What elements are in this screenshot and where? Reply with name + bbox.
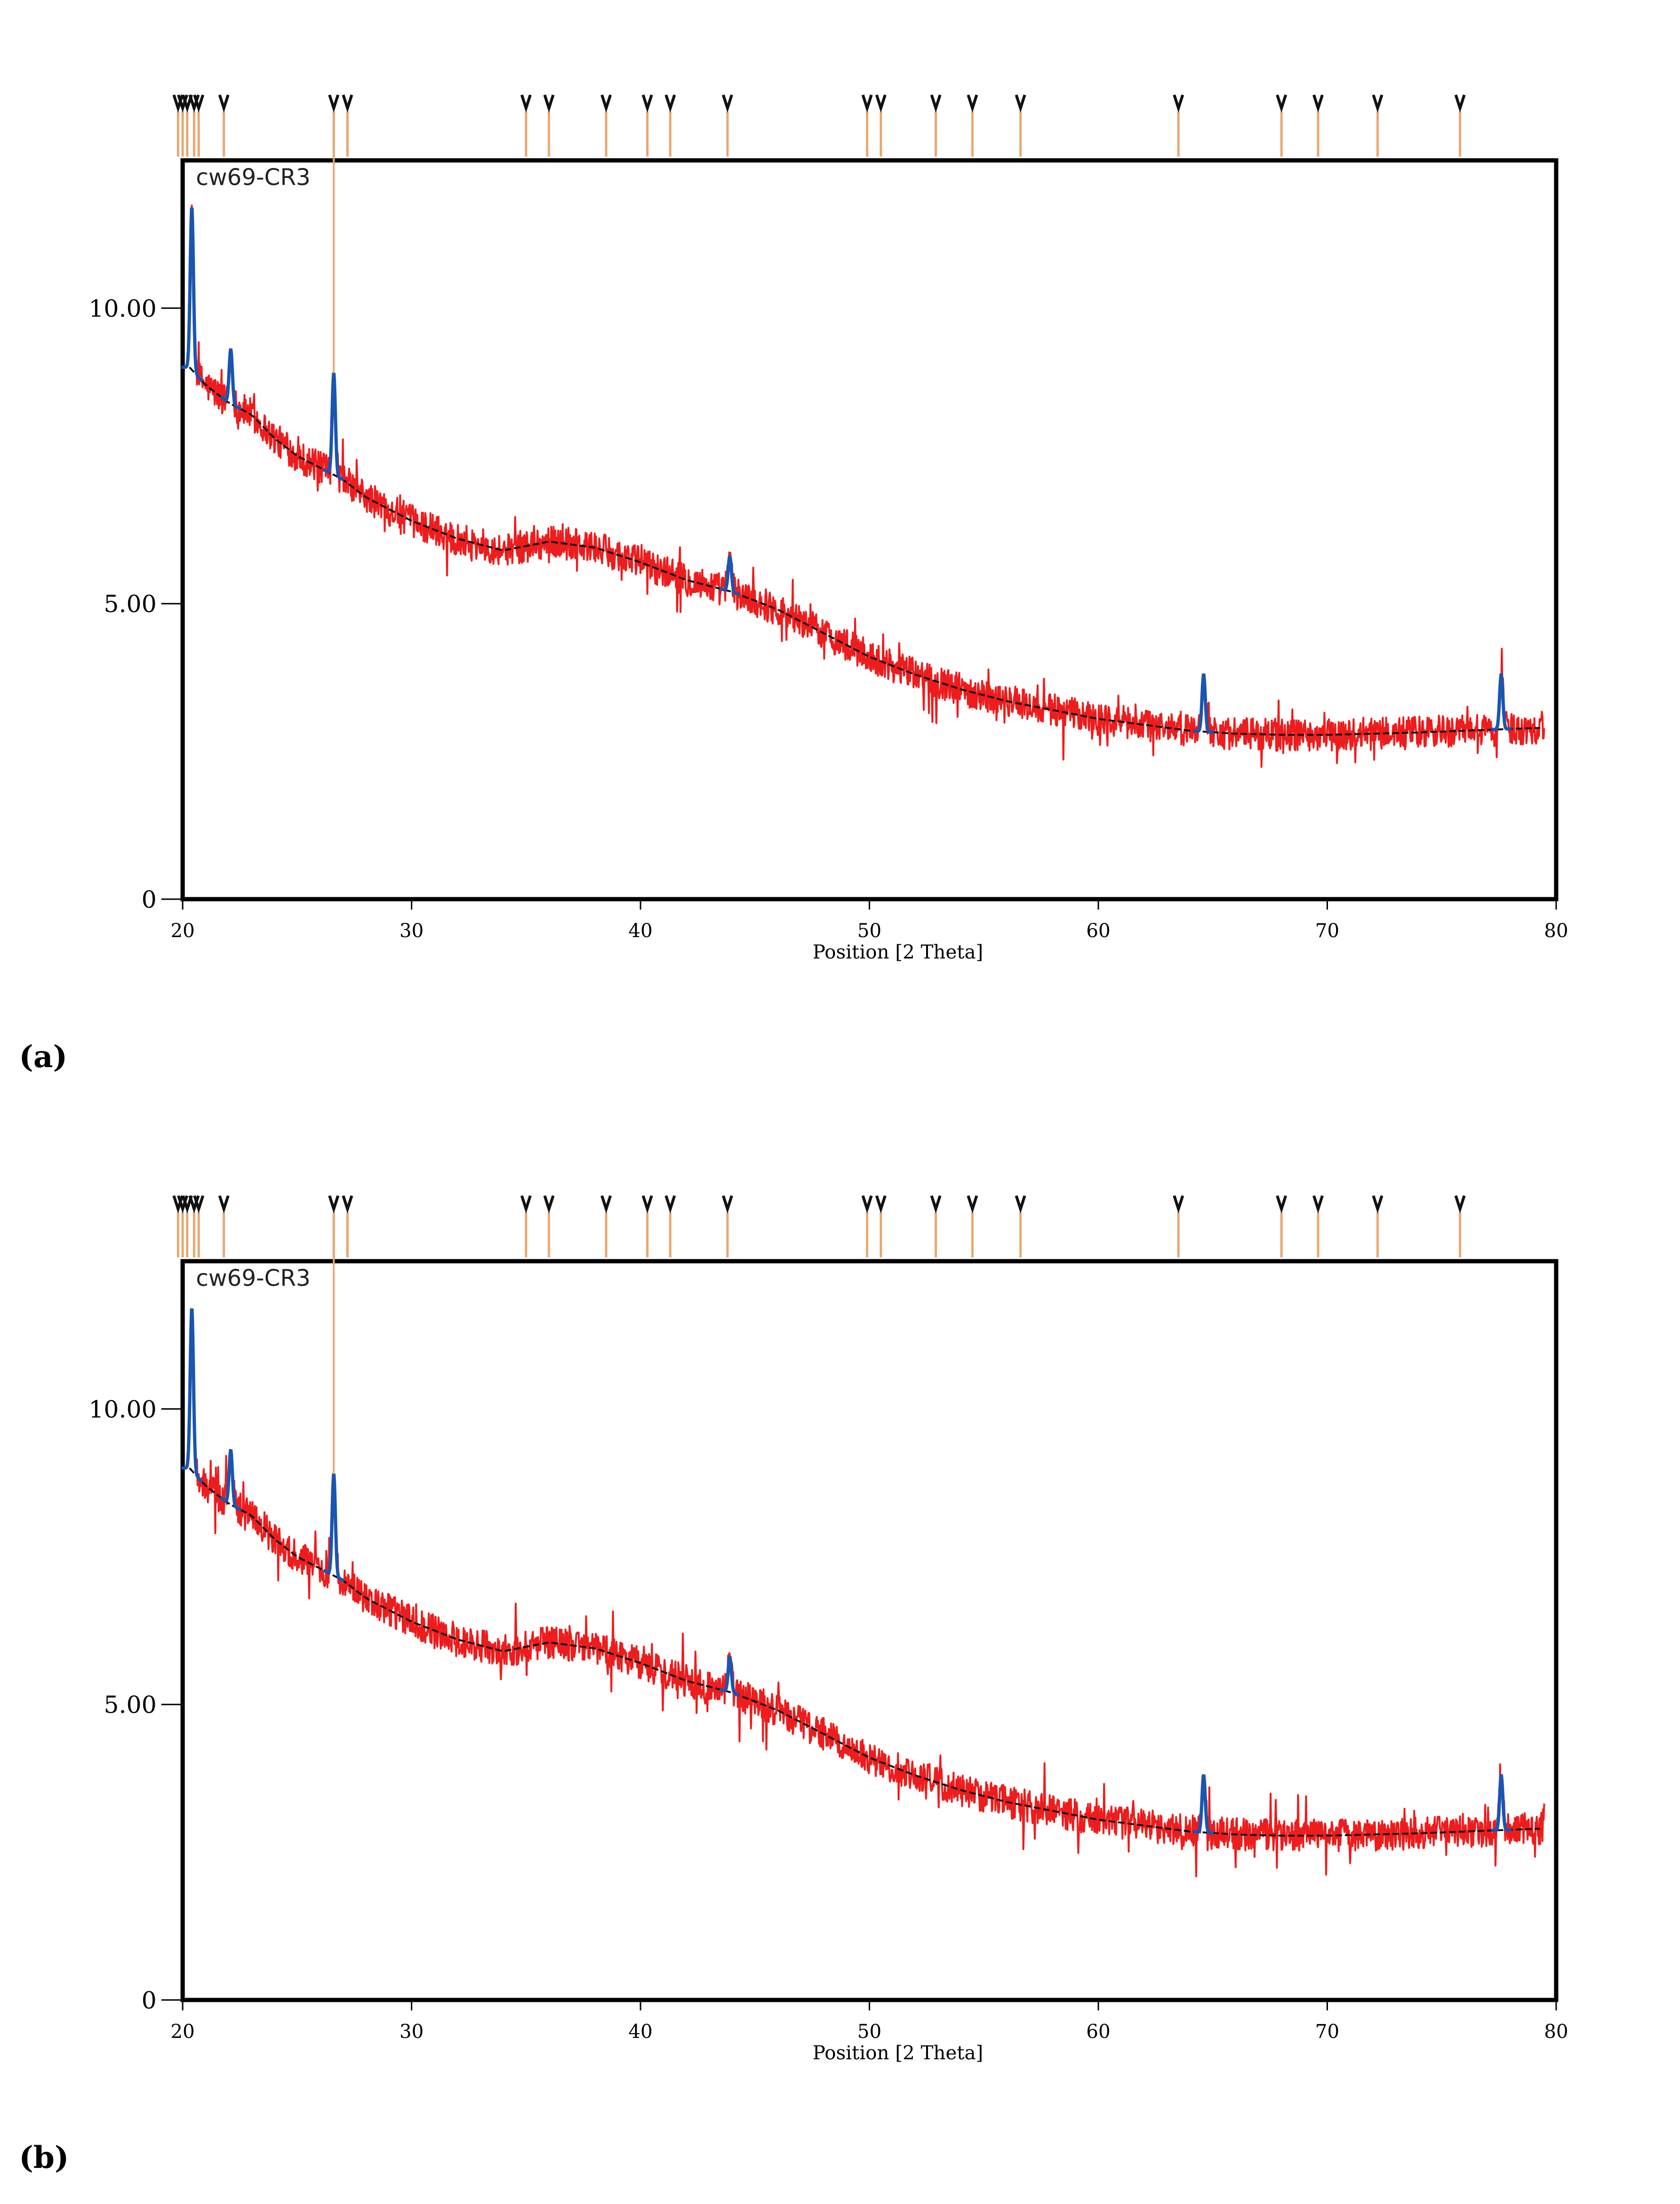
- x-axis-label: Position [2 Theta]: [813, 941, 984, 963]
- peak-profile: [219, 1449, 242, 1512]
- peak-profile: [719, 555, 741, 596]
- reference-marker: [722, 1195, 733, 1214]
- xrd-chart-a: 0 5.00 10.00 20 30 40 50 60 70 80 Position [2 Thet…: [89, 94, 1569, 963]
- plot-frame: [180, 158, 1559, 902]
- reference-marker: [664, 94, 676, 113]
- reference-marker: [1372, 1195, 1383, 1214]
- reference-marker: [966, 1195, 978, 1214]
- reference-marker: [193, 94, 204, 113]
- x-tick-label: 40: [629, 920, 653, 942]
- x-tick-label: 50: [857, 920, 882, 942]
- peak-profile: [323, 1473, 345, 1583]
- x-tick-label: 50: [857, 2021, 882, 2043]
- x-tick-label: 20: [171, 2021, 195, 2043]
- peak-profile: [1193, 1774, 1215, 1835]
- reference-marker: [193, 1195, 204, 1214]
- reference-marker: [520, 1195, 532, 1214]
- reference-marker: [875, 94, 887, 113]
- reference-marker: [641, 1195, 653, 1214]
- peak-profile: [323, 372, 345, 482]
- sample-title: cw69-CR3: [196, 164, 310, 191]
- y-tick-label: 0: [141, 886, 157, 913]
- reference-marker: [328, 1195, 340, 1214]
- sample-title: cw69-CR3: [196, 1265, 310, 1292]
- x-tick-label: 70: [1315, 920, 1339, 942]
- x-tick-label: 30: [399, 920, 424, 942]
- x-tick-label: 20: [171, 920, 195, 942]
- noisy-trace: [188, 205, 1545, 768]
- reference-marker: [1173, 94, 1184, 113]
- reference-marker: [1312, 1195, 1324, 1214]
- x-tick-label: 30: [399, 2021, 424, 2043]
- reference-marker: [1276, 94, 1287, 113]
- peak-profile: [219, 348, 242, 411]
- peak-profile: [1491, 673, 1512, 732]
- peak-profile: [1193, 673, 1215, 734]
- reference-marker: [218, 1195, 230, 1214]
- reference-marker: [520, 94, 532, 113]
- reference-marker: [930, 1195, 942, 1214]
- y-tick-label: 5.00: [104, 1691, 157, 1719]
- reference-marker: [641, 94, 653, 113]
- y-tick-label: 0: [141, 1987, 157, 2014]
- reference-marker: [600, 94, 612, 113]
- reference-marker: [600, 1195, 612, 1214]
- x-axis-label: Position [2 Theta]: [813, 2042, 984, 2064]
- x-tick-label: 70: [1315, 2021, 1339, 2043]
- y-tick-label: 10.00: [89, 1395, 157, 1423]
- reference-marker: [664, 1195, 676, 1214]
- peak-profile: [181, 1308, 204, 1483]
- y-tick-label: 10.00: [89, 295, 157, 322]
- figure-panel-a: 0 5.00 10.00 20 30 40 50 60 70 80 Position [2 Thet…: [0, 0, 1680, 1096]
- panel-label-a: (a): [19, 1039, 68, 1075]
- reference-marker: [1015, 94, 1026, 113]
- reference-marker: [1173, 1195, 1184, 1214]
- reference-marker: [861, 94, 873, 113]
- reference-marker: [543, 94, 555, 113]
- peak-profile: [181, 207, 204, 382]
- reference-marker: [1372, 94, 1383, 113]
- reference-marker: [1454, 1195, 1466, 1214]
- reference-marker: [875, 1195, 887, 1214]
- fit-trace: [189, 1467, 1541, 1837]
- reference-marker: [1276, 1195, 1287, 1214]
- fit-trace: [189, 366, 1541, 736]
- plot-frame: [180, 1259, 1559, 2002]
- reference-marker: [342, 94, 353, 113]
- reference-marker: [328, 94, 340, 113]
- panel-label-b: (b): [19, 2140, 69, 2176]
- reference-marker: [861, 1195, 873, 1214]
- figure-panel-b: 0 5.00 10.00 20 30 40 50 60 70 80 Position [2 Thet…: [0, 1101, 1680, 2197]
- reference-marker: [722, 94, 733, 113]
- reference-marker: [342, 1195, 353, 1214]
- x-tick-label: 80: [1544, 2021, 1569, 2043]
- x-tick-label: 80: [1544, 920, 1569, 942]
- reference-marker: [1454, 94, 1466, 113]
- noisy-trace: [188, 1324, 1545, 1878]
- peak-profile: [1491, 1774, 1512, 1832]
- reference-marker: [966, 94, 978, 113]
- x-tick-label: 60: [1086, 920, 1111, 942]
- reference-marker: [218, 94, 230, 113]
- xrd-chart-b: 0 5.00 10.00 20 30 40 50 60 70 80 Position [2 Thet…: [89, 1195, 1569, 2064]
- x-tick-label: 40: [629, 2021, 653, 2043]
- x-tick-label: 60: [1086, 2021, 1111, 2043]
- y-tick-label: 5.00: [104, 590, 157, 618]
- reference-marker: [1312, 94, 1324, 113]
- peak-profile: [719, 1655, 741, 1697]
- reference-marker: [543, 1195, 555, 1214]
- reference-marker: [1015, 1195, 1026, 1214]
- reference-marker: [930, 94, 942, 113]
